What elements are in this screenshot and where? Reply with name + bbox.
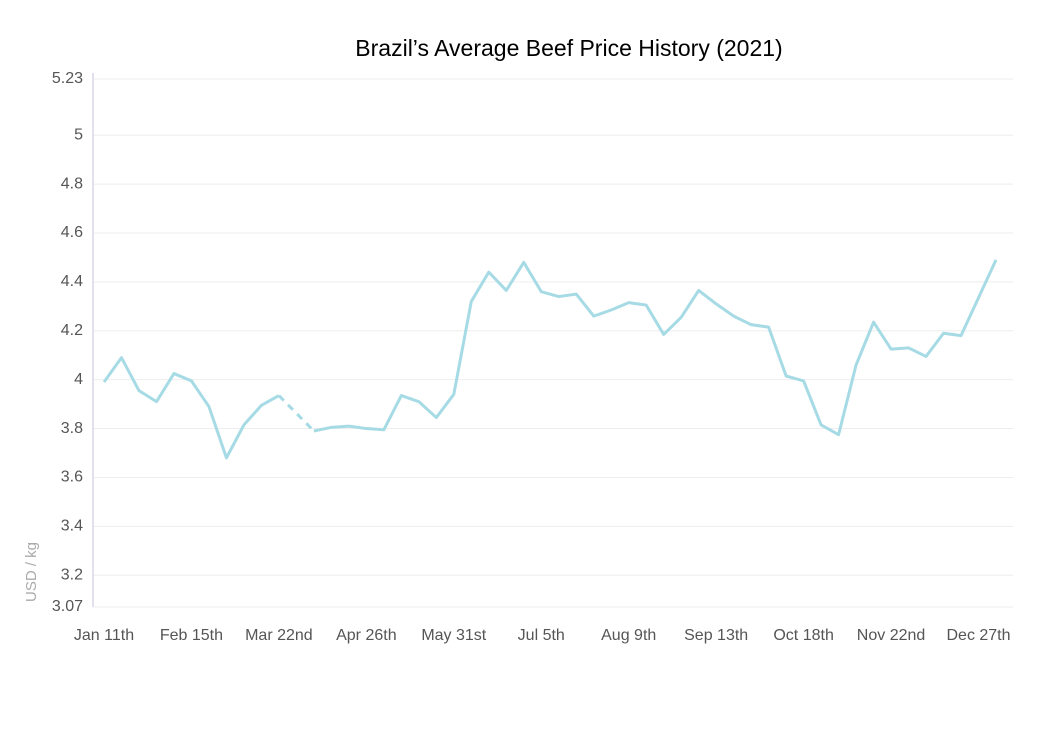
y-tick-label: 4 <box>74 371 83 388</box>
x-tick-label: Nov 22nd <box>857 627 926 644</box>
x-tick-label: Feb 15th <box>160 627 223 644</box>
y-tick-label: 4.8 <box>61 175 83 192</box>
y-axis-label: USD / kg <box>23 542 40 602</box>
x-tick-label: Jul 5th <box>518 627 565 644</box>
x-tick-label: Sep 13th <box>684 627 748 644</box>
y-tick-label: 3.8 <box>61 420 83 437</box>
line <box>313 259 998 437</box>
y-tick-label: 3.4 <box>61 518 83 535</box>
x-tick-label: Oct 18th <box>773 627 833 644</box>
x-tick-label: Dec 27th <box>946 627 1010 644</box>
x-tick-label: Mar 22nd <box>245 627 313 644</box>
x-tick-label: May 31st <box>421 627 486 644</box>
x-tick-label: Apr 26th <box>336 627 396 644</box>
line <box>102 356 280 460</box>
y-tick-label: 5.23 <box>52 70 83 87</box>
y-tick-label: 4.4 <box>61 273 83 290</box>
y-tick-label: 3.6 <box>61 469 83 486</box>
y-tick-label: 5 <box>74 126 83 143</box>
y-tick-label: 4.2 <box>61 322 83 339</box>
gap-connector <box>277 394 315 433</box>
y-tick-label: 4.6 <box>61 224 83 241</box>
chart-title: Brazil’s Average Beef Price History (202… <box>355 35 782 61</box>
x-tick-label: Jan 11th <box>74 627 134 644</box>
y-tick-label: 3.07 <box>52 598 83 615</box>
x-tick-label: Aug 9th <box>601 627 656 644</box>
y-tick-label: 3.2 <box>61 566 83 583</box>
